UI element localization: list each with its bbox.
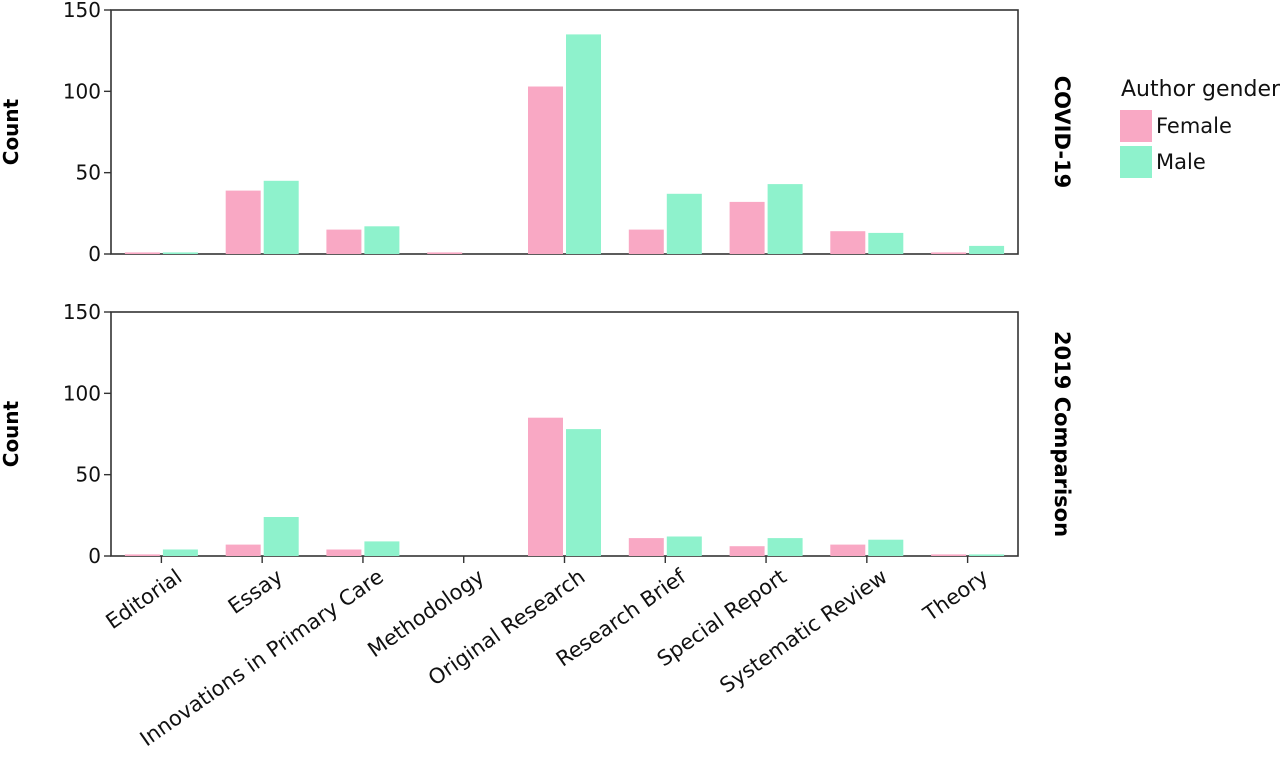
panel-frame bbox=[110, 9, 1019, 255]
legend-label: Male bbox=[1156, 150, 1206, 174]
x-tick-label: Systematic Review bbox=[715, 564, 891, 697]
bar-female bbox=[628, 538, 664, 556]
y-axis-label: Count bbox=[0, 98, 23, 165]
bar-female bbox=[225, 190, 261, 254]
legend-swatch bbox=[1120, 110, 1152, 142]
bar-female bbox=[124, 554, 160, 556]
y-axis-label: Count bbox=[0, 400, 23, 467]
y-tick-label: 0 bbox=[88, 242, 101, 266]
x-tick-label: Essay bbox=[224, 564, 287, 618]
legend-label: Female bbox=[1156, 114, 1232, 138]
bar-male bbox=[666, 536, 702, 556]
bar-male bbox=[566, 429, 601, 556]
bar-female bbox=[830, 231, 866, 254]
x-tick-label: Editorial bbox=[101, 564, 186, 633]
bar-female bbox=[528, 86, 563, 254]
bar-female bbox=[427, 252, 463, 254]
y-tick-label: 50 bbox=[76, 463, 101, 487]
bar-male bbox=[767, 538, 803, 556]
bar-female bbox=[830, 544, 866, 556]
bar-male bbox=[162, 549, 198, 556]
panel-strip-label: COVID-19 bbox=[1050, 76, 1074, 189]
bar-male bbox=[162, 252, 198, 254]
bar-female bbox=[326, 229, 362, 254]
bar-male bbox=[263, 517, 299, 556]
bar-female bbox=[124, 252, 160, 254]
bar-female bbox=[225, 544, 261, 556]
x-tick-label: Theory bbox=[918, 564, 992, 626]
bar-male bbox=[566, 34, 601, 255]
y-tick-label: 100 bbox=[63, 79, 101, 103]
bar-female bbox=[729, 546, 765, 556]
y-tick-label: 50 bbox=[76, 161, 101, 185]
bar-male bbox=[364, 541, 400, 556]
panel-strip-label: 2019 Comparison bbox=[1050, 331, 1074, 537]
bar-male bbox=[364, 226, 400, 254]
legend-swatch bbox=[1120, 146, 1152, 178]
panel-frame bbox=[110, 311, 1019, 557]
bar-female bbox=[729, 201, 765, 254]
bar-male bbox=[767, 184, 803, 254]
y-tick-label: 150 bbox=[63, 300, 101, 324]
y-tick-label: 100 bbox=[63, 381, 101, 405]
y-tick-label: 150 bbox=[63, 0, 101, 22]
bar-female bbox=[326, 549, 362, 556]
bar-male bbox=[666, 193, 702, 254]
legend-title: Author gender bbox=[1121, 77, 1280, 102]
bar-male bbox=[868, 232, 904, 254]
bar-male bbox=[868, 539, 904, 556]
bar-female bbox=[931, 252, 967, 254]
bar-female bbox=[628, 229, 664, 254]
bar-male bbox=[969, 554, 1005, 556]
bar-male bbox=[969, 245, 1005, 254]
bar-female bbox=[931, 554, 967, 556]
y-tick-label: 0 bbox=[88, 544, 101, 568]
bar-female bbox=[528, 417, 563, 556]
bar-male bbox=[263, 180, 299, 254]
